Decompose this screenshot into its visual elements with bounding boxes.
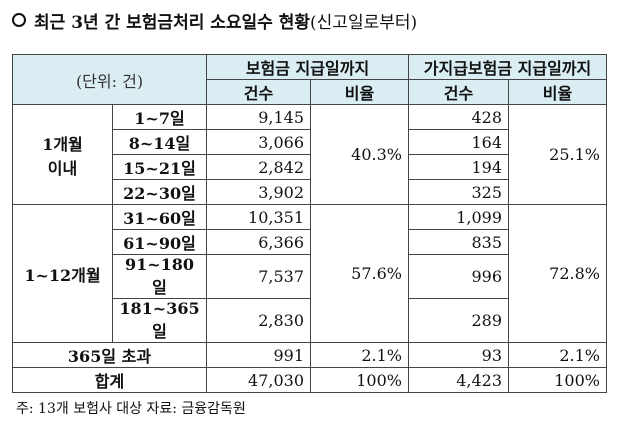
claims-table: (단위: 건) 보험금 지급일까지 가지급보험금 지급일까지 건수 비율 건수 … — [12, 54, 607, 393]
count-a-cell: 2,830 — [206, 298, 311, 343]
range-cell: 22~30일 — [112, 179, 207, 205]
table-row: 61~90일 6,366 835 — [13, 229, 607, 255]
group1-ratio-a: 40.3% — [310, 104, 409, 205]
group2-label: 1~12개월 — [12, 204, 113, 343]
group-b-header: 가지급보험금 지급일까지 — [408, 54, 607, 80]
total-label: 합계 — [12, 367, 207, 393]
count-b-cell: 835 — [408, 229, 509, 255]
count-header-a: 건수 — [206, 79, 311, 105]
count-a-cell: 9,145 — [206, 104, 311, 130]
count-a-cell: 6,366 — [206, 229, 311, 255]
over-365-row: 365일 초과 991 2.1% 93 2.1% — [12, 342, 607, 368]
circle-bullet-icon — [12, 13, 26, 27]
group2-ratio-a: 57.6% — [310, 204, 409, 343]
table-row: 22~30일 3,902 325 — [13, 179, 607, 205]
count-a-cell: 3,066 — [206, 129, 311, 155]
total-row: 합계 47,030 100% 4,423 100% — [12, 367, 607, 393]
over-365-label: 365일 초과 — [12, 342, 207, 368]
ratio-header-a: 비율 — [310, 79, 409, 105]
footnote: 주: 13개 보험사 대상 자료: 금융감독원 — [16, 401, 246, 417]
count-b-cell: 428 — [408, 104, 509, 130]
group-a-header: 보험금 지급일까지 — [206, 54, 409, 80]
count-a-cell: 10,351 — [206, 204, 311, 230]
range-cell: 31~60일 — [112, 204, 207, 230]
total-count-a: 47,030 — [206, 367, 311, 393]
group1-label-line2: 이내 — [47, 158, 78, 178]
title-main: 최근 3년 간 보험금처리 소요일수 현황 — [34, 13, 311, 33]
over-ratio-b: 2.1% — [508, 342, 607, 368]
over-count-a: 991 — [206, 342, 311, 368]
count-a-cell: 7,537 — [206, 254, 311, 299]
count-a-cell: 2,842 — [206, 154, 311, 180]
over-ratio-a: 2.1% — [310, 342, 409, 368]
range-cell: 181~365일 — [112, 298, 207, 343]
table-row: 91~180일 7,537 996 — [13, 254, 607, 299]
over-count-b: 93 — [408, 342, 509, 368]
header-row-1: (단위: 건) 보험금 지급일까지 가지급보험금 지급일까지 — [12, 54, 607, 105]
count-b-cell: 194 — [408, 154, 509, 180]
table-row: 1~12개월 31~60일 10,351 57.6% 1,099 72.8% — [12, 204, 607, 343]
total-ratio-b: 100% — [508, 367, 607, 393]
count-b-cell: 1,099 — [408, 204, 509, 230]
range-cell: 15~21일 — [112, 154, 207, 180]
total-count-b: 4,423 — [408, 367, 509, 393]
range-cell: 61~90일 — [112, 229, 207, 255]
group1-label-line1: 1개월 — [42, 134, 83, 154]
table-row: 8~14일 3,066 164 — [13, 129, 607, 155]
count-b-cell: 289 — [408, 298, 509, 343]
table-row: 15~21일 2,842 194 — [13, 154, 607, 180]
ratio-header-b: 비율 — [508, 79, 607, 105]
range-cell: 1~7일 — [112, 104, 207, 130]
total-ratio-a: 100% — [310, 367, 409, 393]
range-cell: 8~14일 — [112, 129, 207, 155]
header-row-2: 건수 비율 건수 비율 — [13, 79, 607, 105]
range-cell: 91~180일 — [112, 254, 207, 299]
count-a-cell: 3,902 — [206, 179, 311, 205]
count-b-cell: 325 — [408, 179, 509, 205]
count-header-b: 건수 — [408, 79, 509, 105]
group1-ratio-b: 25.1% — [508, 104, 607, 205]
count-b-cell: 164 — [408, 129, 509, 155]
group2-ratio-b: 72.8% — [508, 204, 607, 343]
page-title: 최근 3년 간 보험금처리 소요일수 현황(신고일로부터) — [12, 8, 417, 33]
count-b-cell: 996 — [408, 254, 509, 299]
title-note: (신고일로부터) — [310, 13, 418, 33]
unit-label: (단위: 건) — [12, 54, 207, 105]
